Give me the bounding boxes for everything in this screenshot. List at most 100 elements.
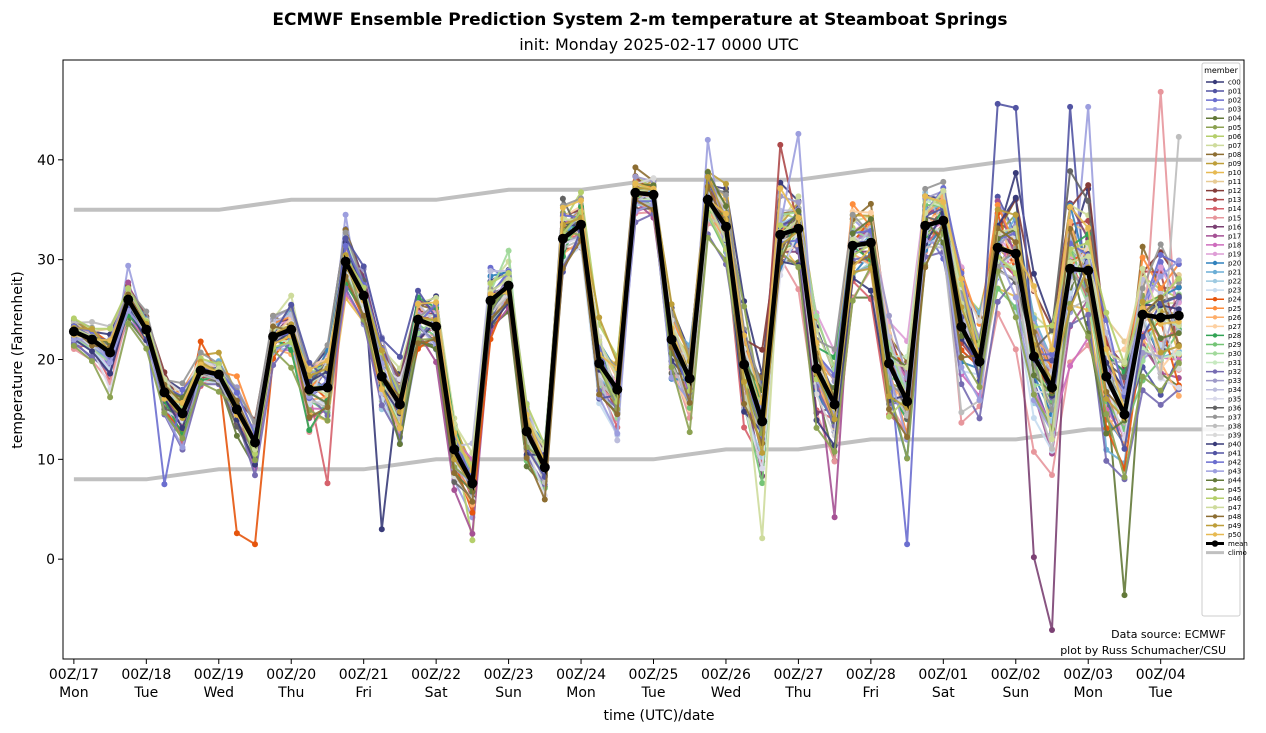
x-tick-label-time: 00Z/17 [49,667,99,683]
member-point [976,384,983,390]
mean-point [105,347,116,358]
member-point [161,481,168,488]
x-tick-label-day: Thu [277,685,304,701]
mean-point [250,437,260,448]
legend-swatch-marker [1212,152,1218,157]
y-tick-label: 0 [46,552,55,568]
legend-label: p24 [1228,296,1242,304]
member-point [1139,243,1146,250]
x-tick-label-day: Thu [784,685,811,701]
legend-label: p08 [1228,151,1241,159]
member-point [922,193,929,200]
member-point [1085,103,1092,110]
member-point [940,199,947,206]
member-point [994,206,1001,213]
member-point [179,444,186,451]
legend-item-p44: p44 [1206,477,1242,485]
legend-label: p15 [1228,214,1241,222]
member-point [741,400,748,407]
member-point [541,496,548,503]
member-point [233,530,240,537]
member-point [1012,194,1019,201]
member-point [1139,265,1146,272]
legend-item-p47: p47 [1206,504,1241,512]
legend-item-p46: p46 [1206,495,1242,503]
member-point [1139,298,1146,305]
legend-swatch-marker [1212,459,1218,465]
member-point [252,450,258,457]
mean-point [539,462,550,473]
member-point [125,285,132,292]
legend-item-p14: p14 [1206,205,1242,213]
legend-label: p48 [1228,513,1241,521]
member-point [469,509,476,516]
member-point [777,222,784,229]
legend-item-p02: p02 [1206,97,1241,105]
member-point [958,333,965,340]
legend-item-p16: p16 [1206,223,1242,231]
legend-swatch-marker [1212,179,1218,184]
legend-swatch-marker [1212,396,1218,401]
member-point [125,262,132,269]
legend-swatch-marker [1212,206,1218,211]
legend-entries: c00p01p02p03p04p05p06p07p08p09p10p11p12p… [1206,79,1248,557]
legend-label: p20 [1228,260,1241,268]
member-point [741,303,748,310]
legend-label: p04 [1228,115,1242,123]
member-point [360,312,367,319]
x-tick-label-time: 00Z/21 [339,667,389,683]
legend-item-p33: p33 [1206,377,1241,385]
legend-swatch-marker [1212,287,1218,293]
member-point [1012,239,1019,246]
member-point [415,340,421,347]
member-point [940,178,947,185]
member-point [107,370,114,377]
mean-point [449,444,460,455]
member-point [233,432,240,439]
member-point [1012,346,1019,353]
member-point [70,315,77,322]
x-tick-label-time: 00Z/03 [1063,667,1113,683]
legend-label: p41 [1228,450,1241,458]
member-point [1085,224,1092,231]
member-point [1012,212,1019,219]
member-point [795,214,802,221]
legend-label: mean [1228,540,1248,548]
mean-point [739,359,750,370]
mean-point [865,237,876,248]
member-point [306,366,313,373]
member-point [1139,285,1146,292]
legend-item-p05: p05 [1206,124,1241,132]
x-tick-label-time: 00Z/01 [918,667,968,683]
member-point [252,457,258,464]
member-point [306,414,313,421]
member-point [1030,372,1037,379]
member-point [107,359,114,366]
mean-point [1028,351,1039,362]
x-tick-label-day: Wed [711,685,742,701]
member-point [614,437,621,444]
member-point [89,353,95,360]
member-point [469,498,476,505]
member-point [360,263,367,270]
member-point [867,287,874,294]
legend-item-p17: p17 [1206,232,1241,240]
x-tick-label-time: 00Z/25 [629,667,679,683]
x-tick-label-day: Sun [1002,685,1029,701]
member-point [759,465,766,472]
legend-label: p50 [1228,531,1241,539]
member-point [288,364,295,371]
legend-swatch-marker [1212,170,1218,175]
member-point [342,229,349,236]
member-point [813,313,820,320]
member-point [1103,395,1110,402]
mean-point [992,242,1003,253]
legend-swatch-marker [1212,251,1218,257]
member-point [1085,253,1092,260]
member-point [342,211,349,218]
member-point [125,320,132,327]
member-point [1103,346,1110,352]
legend-label: p02 [1228,97,1241,105]
member-point [741,424,748,431]
member-point [342,242,349,249]
